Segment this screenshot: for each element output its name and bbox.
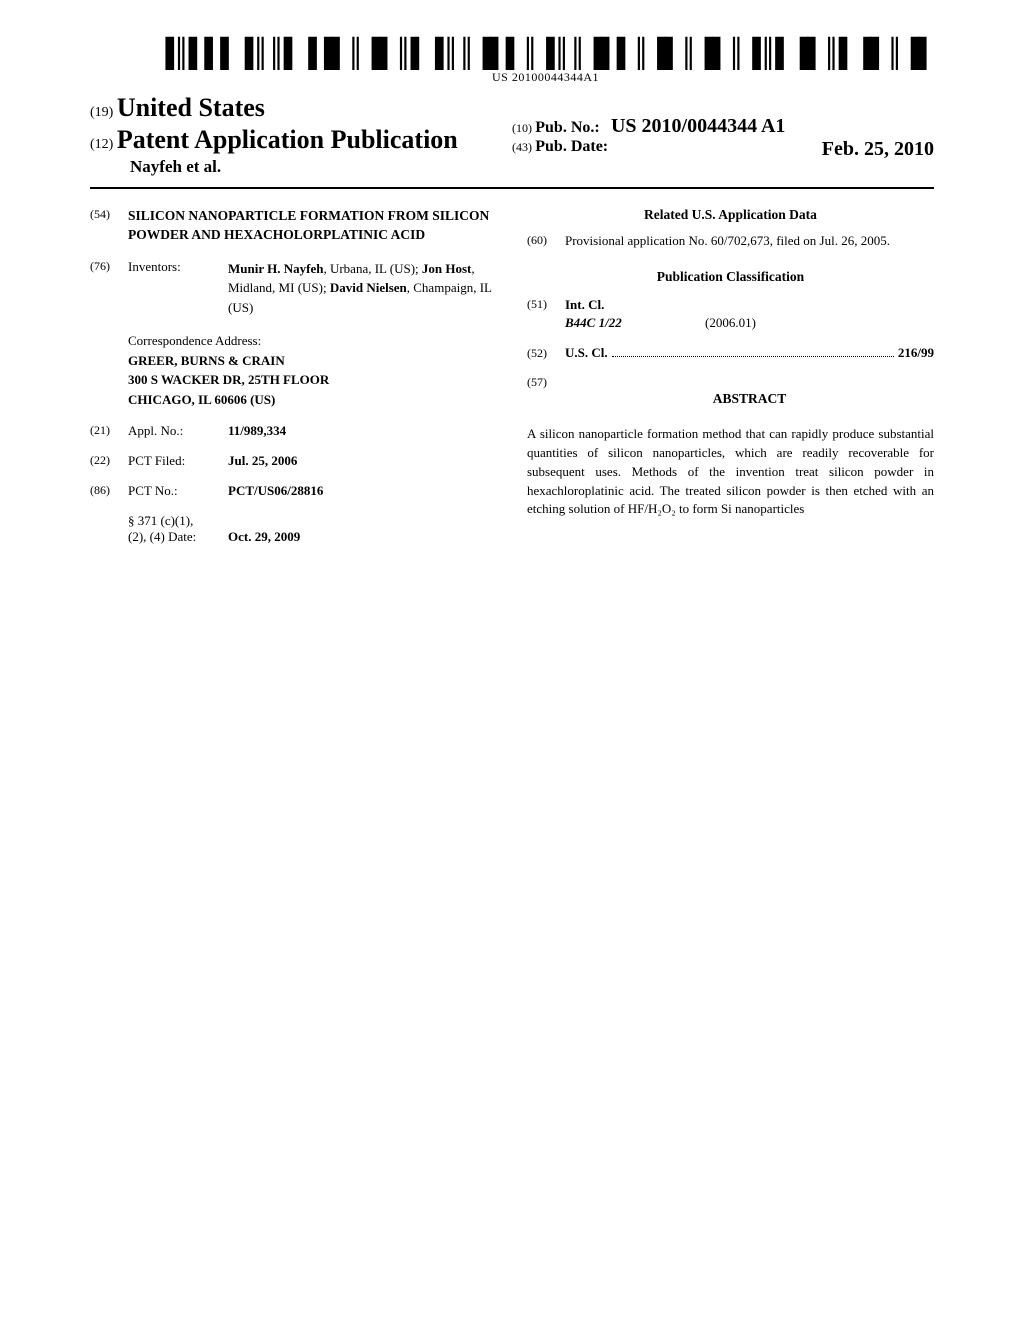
pubdate-line: (43) Pub. Date: Feb. 25, 2010 [512, 138, 934, 156]
abstract-heading-row: (57) ABSTRACT [527, 375, 934, 417]
inventors-label: Inventors: [128, 259, 228, 318]
pubno-line: (10) Pub. No.: US 2010/0044344 A1 [512, 115, 934, 138]
s371-label: § 371 (c)(1), (2), (4) Date: [128, 513, 228, 545]
applno-value: 11/989,334 [228, 423, 497, 439]
abstract-text: A silicon nanoparticle formation method … [527, 425, 934, 519]
pctfiled-label: PCT Filed: [128, 453, 228, 469]
barcode-lines: ▐║▌▌▌▐║║▌▐▐▌║▐▌║▌▐║║▐▌▌║▐║║▐▌▌║▐▌║▐▌║▐║▌… [157, 40, 934, 68]
s371-value: Oct. 29, 2009 [228, 529, 497, 545]
doc-type: Patent Application Publication [117, 125, 458, 154]
intcl-row: (51) Int. Cl. [527, 297, 934, 313]
pubno-label: Pub. No.: [535, 119, 599, 136]
title-row: (54) SILICON NANOPARTICLE FORMATION FROM… [90, 207, 497, 245]
pubclass-heading: Publication Classification [527, 269, 934, 285]
barcode-area: ▐║▌▌▌▐║║▌▐▐▌║▐▌║▌▐║║▐▌▌║▐║║▐▌▌║▐▌║▐▌║▐║▌… [90, 40, 934, 85]
intcl-year: (2006.01) [705, 315, 756, 331]
header-right: (10) Pub. No.: US 2010/0044344 A1 (43) P… [512, 93, 934, 177]
intcl-value-row: B44C 1/22 (2006.01) [565, 315, 934, 331]
barcode-text: US 20100044344A1 [157, 70, 934, 85]
header-left: (19) United States (12) Patent Applicati… [90, 93, 512, 177]
pubdate-value: Feb. 25, 2010 [822, 138, 934, 161]
title-code: (54) [90, 207, 128, 245]
pctno-row: (86) PCT No.: PCT/US06/28816 [90, 483, 497, 499]
author-line: Nayfeh et al. [130, 157, 512, 177]
pctfiled-row: (22) PCT Filed: Jul. 25, 2006 [90, 453, 497, 469]
correspondence-block: Correspondence Address: GREER, BURNS & C… [128, 331, 497, 409]
intcl-value: B44C 1/22 [565, 315, 705, 331]
right-column: Related U.S. Application Data (60) Provi… [527, 207, 934, 559]
abstract-heading: ABSTRACT [565, 391, 934, 407]
corr-label: Correspondence Address: [128, 331, 497, 351]
title-text: SILICON NANOPARTICLE FORMATION FROM SILI… [128, 207, 497, 245]
s371-row: § 371 (c)(1), (2), (4) Date: Oct. 29, 20… [90, 513, 497, 545]
provisional-text: Provisional application No. 60/702,673, … [565, 233, 934, 249]
corr-line2: 300 S WACKER DR, 25TH FLOOR [128, 370, 497, 390]
pubdate-label: Pub. Date: [535, 138, 608, 155]
code-10: (10) [512, 121, 532, 135]
provisional-code: (60) [527, 233, 565, 249]
intcl-label: Int. Cl. [565, 297, 604, 313]
uscl-row: (52) U.S. Cl. 216/99 [527, 345, 934, 361]
pctno-code: (86) [90, 483, 128, 499]
content-columns: (54) SILICON NANOPARTICLE FORMATION FROM… [90, 207, 934, 559]
uscl-dots [612, 356, 894, 357]
applno-row: (21) Appl. No.: 11/989,334 [90, 423, 497, 439]
country: United States [117, 93, 265, 122]
code-43: (43) [512, 140, 532, 154]
line-19: (19) United States [90, 93, 512, 123]
uscl-code: (52) [527, 346, 565, 361]
pctfiled-value: Jul. 25, 2006 [228, 453, 497, 469]
uscl-label: U.S. Cl. [565, 345, 608, 361]
inventors-row: (76) Inventors: Munir H. Nayfeh, Urbana,… [90, 259, 497, 318]
inventors-value: Munir H. Nayfeh, Urbana, IL (US); Jon Ho… [228, 259, 497, 318]
provisional-row: (60) Provisional application No. 60/702,… [527, 233, 934, 249]
intcl-code: (51) [527, 297, 565, 313]
pubno-value: US 2010/0044344 A1 [611, 115, 785, 137]
pctno-label: PCT No.: [128, 483, 228, 499]
pctno-value: PCT/US06/28816 [228, 483, 497, 499]
line-12: (12) Patent Application Publication [90, 125, 512, 155]
related-heading: Related U.S. Application Data [527, 207, 934, 223]
header-row: (19) United States (12) Patent Applicati… [90, 93, 934, 177]
corr-line3: CHICAGO, IL 60606 (US) [128, 390, 497, 410]
abstract-code: (57) [527, 375, 565, 417]
pctfiled-code: (22) [90, 453, 128, 469]
corr-line1: GREER, BURNS & CRAIN [128, 351, 497, 371]
left-column: (54) SILICON NANOPARTICLE FORMATION FROM… [90, 207, 497, 559]
s371-blank [90, 513, 128, 545]
code-12: (12) [90, 137, 113, 152]
applno-code: (21) [90, 423, 128, 439]
inventors-code: (76) [90, 259, 128, 318]
barcode: ▐║▌▌▌▐║║▌▐▐▌║▐▌║▌▐║║▐▌▌║▐║║▐▌▌║▐▌║▐▌║▐║▌… [157, 40, 934, 85]
code-19: (19) [90, 105, 113, 120]
uscl-value: 216/99 [898, 345, 934, 361]
divider [90, 187, 934, 189]
applno-label: Appl. No.: [128, 423, 228, 439]
